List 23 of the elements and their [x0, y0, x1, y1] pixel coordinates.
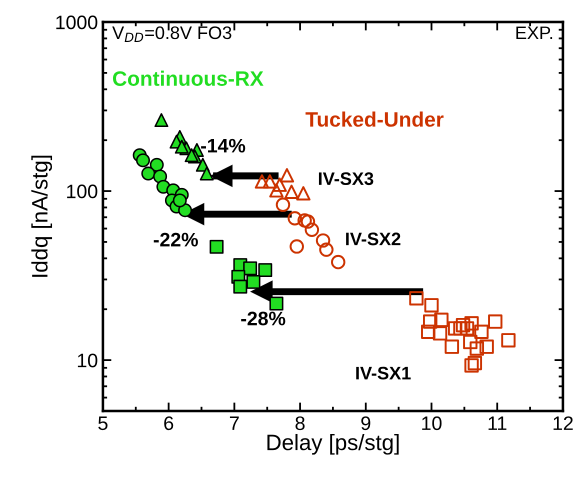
y-tick-label: 10 — [78, 354, 98, 368]
x-tick-label: 11 — [488, 416, 506, 430]
annotation: Tucked-Under — [306, 111, 444, 127]
annotation: -14% — [201, 138, 246, 153]
annotation: IV-SX3 — [318, 172, 374, 186]
x-tick-label: 5 — [98, 416, 108, 430]
annotation: IV-SX2 — [346, 232, 400, 246]
annotation: -22% — [154, 232, 198, 246]
annotation: IV-SX1 — [356, 366, 411, 380]
annotation: -28% — [241, 312, 286, 326]
x-axis-title: Delay [ps/stg] — [267, 434, 399, 455]
y-tick-label: 100 — [67, 184, 98, 198]
x-tick-label: 9 — [361, 416, 370, 430]
x-tick-label: 12 — [554, 416, 573, 430]
annotation: V$_{DD}$=0.8V FO3 — [112, 26, 232, 42]
x-tick-label: 8 — [296, 416, 305, 430]
y-tick-label: 1000 — [56, 16, 98, 30]
y-axis-title: Iddq [nA/stg] — [31, 156, 52, 277]
annotation: EXP. — [516, 26, 552, 40]
x-tick-label: 6 — [164, 416, 174, 430]
annotation: Continuous-RX — [112, 70, 264, 86]
x-tick-label: 10 — [422, 416, 442, 430]
x-tick-label: 7 — [230, 416, 239, 430]
